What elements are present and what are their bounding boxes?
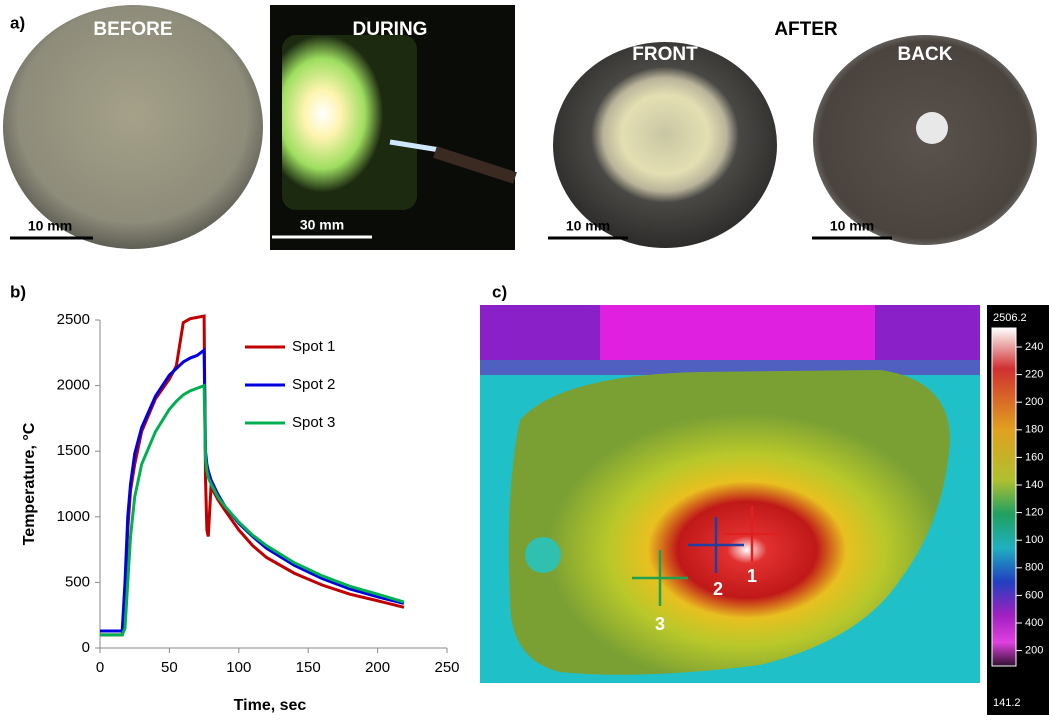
colorbar-label: 120: [1025, 507, 1043, 519]
photo-spot: [916, 112, 948, 144]
thermal-hole: [525, 537, 561, 573]
scale-label: 10 mm: [566, 218, 610, 234]
y-axis-label: Temperature, °C: [21, 422, 38, 545]
spot-label: 2: [713, 579, 723, 599]
colorbar-label: 180: [1025, 424, 1043, 436]
colorbar-label: 200: [1025, 396, 1043, 408]
chart: 0 500 1000 1500 2000 2500 0 50 100 150 200 250 Spot …: [57, 311, 460, 676]
panel-label: c): [492, 282, 507, 301]
legend-label: Spot 2: [292, 376, 335, 393]
colorbar-min: 141.2: [993, 697, 1021, 709]
colorbar-label: 200: [1025, 645, 1043, 657]
legend-label: Spot 1: [292, 338, 335, 355]
y-tick-label: 1000: [57, 508, 90, 525]
photo-glow: [282, 35, 417, 210]
panel-label: b): [10, 282, 26, 301]
colorbar-label: 160: [1025, 451, 1043, 463]
scale-label: 10 mm: [830, 218, 874, 234]
colorbar-label: 220: [1025, 369, 1043, 381]
legend-label: Spot 3: [292, 414, 335, 431]
photo-before: [3, 5, 263, 249]
x-tick-label: 50: [161, 659, 178, 676]
x-tick-label: 100: [226, 659, 251, 676]
y-tick-label: 500: [65, 573, 90, 590]
spot-label: 3: [655, 614, 665, 634]
x-tick-label: 250: [434, 659, 459, 676]
thermal-background: [600, 305, 875, 360]
y-tick-label: 1500: [57, 442, 90, 459]
colorbar-label: 240: [1025, 341, 1043, 353]
y-tick-label: 2000: [57, 377, 90, 394]
colorbar-label: 140: [1025, 479, 1043, 491]
figure: a) BEFORE 10 mm DURING 30 mm AFTER FRONT…: [0, 0, 1049, 720]
x-tick-label: 0: [96, 659, 104, 676]
x-tick-label: 150: [296, 659, 321, 676]
x-tick-label: 200: [365, 659, 390, 676]
colorbar-label: 100: [1025, 534, 1043, 546]
photo-label: BEFORE: [93, 19, 172, 40]
y-tick-label: 0: [82, 639, 90, 656]
colorbar-label: 600: [1025, 589, 1043, 601]
y-tick-label: 2500: [57, 311, 90, 328]
scale-label: 10 mm: [28, 218, 72, 234]
photo-label: FRONT: [632, 44, 698, 65]
colorbar-label: 800: [1025, 562, 1043, 574]
scale-label: 30 mm: [300, 217, 344, 233]
colorbar-label: 400: [1025, 617, 1043, 629]
x-axis-label: Time, sec: [234, 697, 307, 714]
colorbar: [992, 328, 1016, 666]
photo-label: BACK: [898, 44, 953, 65]
series-line: [100, 316, 404, 635]
photo-label: DURING: [353, 19, 428, 40]
spot-label: 1: [747, 566, 757, 586]
panel-label: a): [10, 13, 25, 32]
photo-label: AFTER: [774, 19, 838, 40]
colorbar-max: 2506.2: [993, 312, 1027, 324]
